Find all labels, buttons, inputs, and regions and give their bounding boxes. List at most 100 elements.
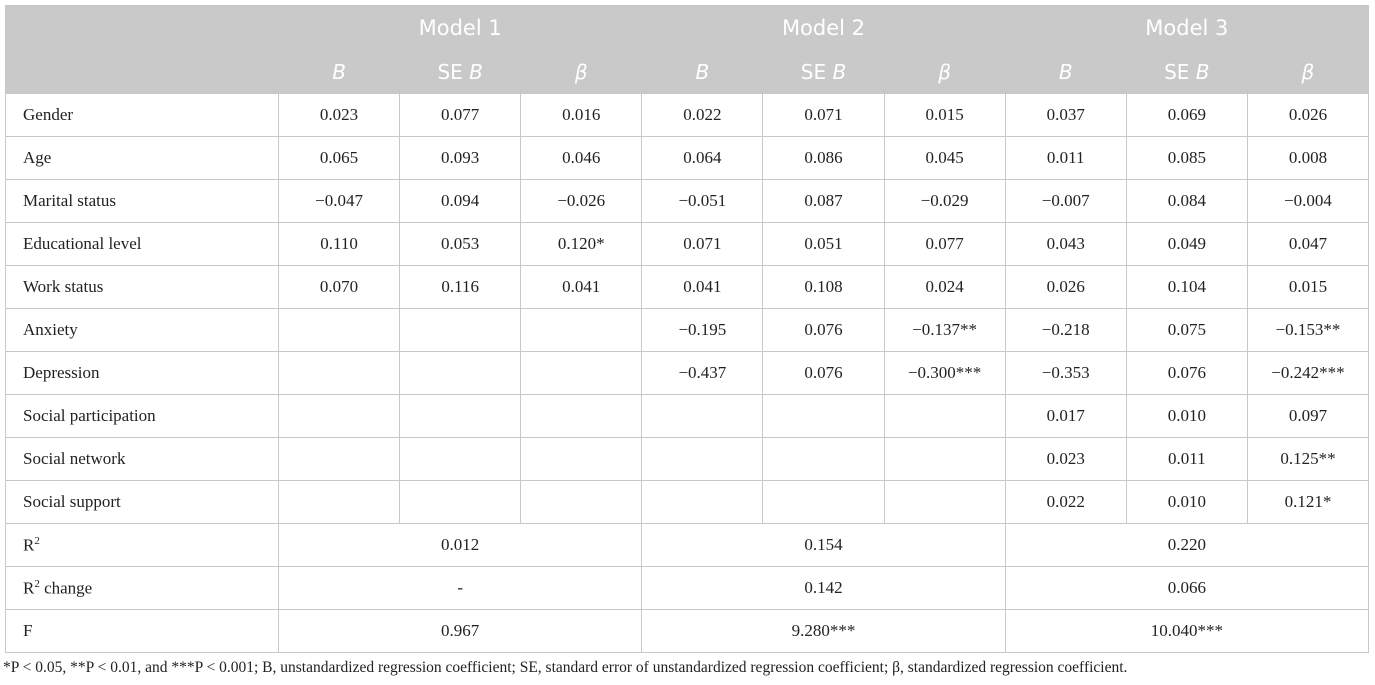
data-cell: 0.086 [762,136,885,180]
row-label: Work status [5,265,279,309]
data-row: Anxiety −0.195 0.076 −0.137** −0.218 0.075 −0.… [5,308,1370,352]
data-cell [520,308,643,352]
data-cell [520,480,643,524]
label-superscript: 2 [34,534,40,547]
data-cell [399,480,522,524]
data-cell [277,437,401,481]
data-cell: 0.008 [1246,136,1370,180]
data-cell: 0.024 [883,265,1006,309]
label-text: R [23,578,35,598]
data-cell: 0.015 [1246,265,1370,309]
data-cell: 0.023 [277,93,401,137]
data-cell: 0.016 [520,93,643,137]
data-row: Educational level 0.110 0.053 0.120* 0.071 0.… [5,222,1370,266]
data-cell: 0.049 [1125,222,1248,266]
data-row: Gender 0.023 0.077 0.016 0.022 0.071 0.015 0.03… [5,93,1370,137]
summary-row: R2 0.012 0.154 0.220 [5,523,1370,567]
data-cell: −0.004 [1246,179,1370,223]
data-cell: −0.353 [1004,351,1127,395]
column-prefix: SE [1164,60,1190,84]
summary-cell: 10.040*** [1004,609,1370,653]
data-cell: 0.043 [1004,222,1127,266]
data-cell: 0.026 [1004,265,1127,309]
data-cell [762,437,885,481]
data-cell [883,394,1006,438]
column-prefix: SE [800,60,827,84]
data-cell [277,308,401,352]
data-cell: 0.064 [641,136,764,180]
data-cell: 0.026 [1246,93,1370,137]
data-row: Marital status −0.047 0.094 −0.026 −0.051 0.0… [5,179,1370,223]
data-cell: 0.094 [399,179,522,223]
model-header: Model 1 [277,5,643,51]
footnote: *P < 0.05, **P < 0.01, and ***P < 0.001;… [3,659,1128,676]
column-header: β [883,50,1006,94]
column-symbol: B [469,60,483,84]
data-cell: 0.077 [883,222,1006,266]
data-cell: 0.121* [1246,480,1370,524]
summary-cell: 0.012 [277,523,643,567]
data-cell [399,394,522,438]
summary-cell: - [277,566,643,610]
data-cell: 0.108 [762,265,885,309]
column-header: SE B [1125,50,1248,94]
column-symbol: B [1058,60,1073,84]
data-cell: 0.011 [1125,437,1248,481]
summary-cell: 0.967 [277,609,643,653]
data-cell: 0.076 [1125,351,1248,395]
column-symbol: β [938,60,951,84]
data-cell: 0.010 [1125,480,1248,524]
data-cell [641,394,764,438]
data-cell: 0.085 [1125,136,1248,180]
corner-cell [5,50,279,94]
data-cell: 0.087 [762,179,885,223]
data-row: Social support 0.022 0.010 0.121* [5,480,1370,524]
data-cell [277,394,401,438]
column-symbol: B [832,60,847,84]
column-prefix: SE [437,60,463,84]
column-header: B [641,50,764,94]
data-cell: 0.104 [1125,265,1248,309]
data-cell [399,308,522,352]
data-cell: 0.116 [399,265,522,309]
data-cell: −0.242*** [1246,351,1370,395]
data-cell: −0.218 [1004,308,1127,352]
row-label: F [5,609,279,653]
data-cell: −0.137** [883,308,1006,352]
data-cell [520,351,643,395]
data-cell: 0.015 [883,93,1006,137]
data-row: Depression −0.437 0.076 −0.300*** −0.353 0.07… [5,351,1370,395]
data-cell: −0.047 [277,179,401,223]
data-row: Age 0.065 0.093 0.046 0.064 0.086 0.045 0.011 0.… [5,136,1370,180]
summary-row: F 0.967 9.280*** 10.040*** [5,609,1370,653]
data-cell: 0.076 [762,351,885,395]
data-cell: 0.084 [1125,179,1248,223]
column-symbol: β [574,60,588,84]
data-cell: 0.071 [762,93,885,137]
data-cell [277,480,401,524]
model-header: Model 3 [1004,5,1370,51]
data-cell [520,437,643,481]
data-cell [883,437,1006,481]
data-cell: 0.125** [1246,437,1370,481]
column-header: SE B [762,50,885,94]
column-header: β [1246,50,1370,94]
column-symbol: B [332,60,346,84]
data-cell: −0.195 [641,308,764,352]
data-cell: 0.047 [1246,222,1370,266]
column-header: B [277,50,401,94]
data-cell: 0.017 [1004,394,1127,438]
data-cell: 0.077 [399,93,522,137]
data-cell: 0.053 [399,222,522,266]
label-text: F [23,621,33,640]
row-label: Age [5,136,279,180]
column-header: SE B [399,50,522,94]
data-cell: 0.041 [520,265,643,309]
data-cell: 0.022 [1004,480,1127,524]
summary-cell: 0.142 [641,566,1006,610]
data-row: Social participation 0.017 0.010 0.097 [5,394,1370,438]
group-row: Model 1 Model 2 Model 3 [5,5,1370,51]
summary-cell: 0.154 [641,523,1006,567]
